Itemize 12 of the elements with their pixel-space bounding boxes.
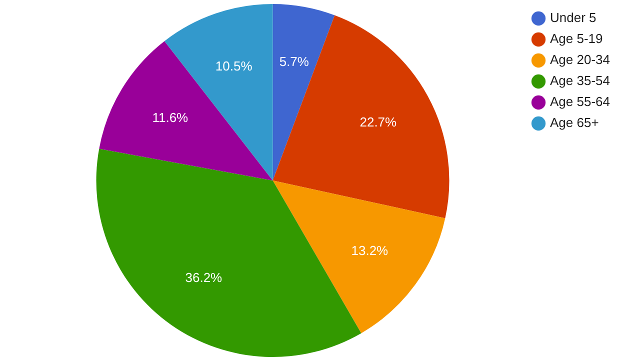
data-label: 11.6% bbox=[152, 110, 189, 125]
data-label: 36.2% bbox=[185, 270, 223, 286]
legend-label: Age 55-64 bbox=[550, 94, 610, 110]
legend-label: Age 65+ bbox=[550, 115, 599, 130]
legend-label: Age 5-19 bbox=[550, 31, 603, 46]
legend-label: Age 20-34 bbox=[550, 52, 610, 68]
data-label: 5.7% bbox=[279, 54, 310, 69]
legend-label: Under 5 bbox=[550, 10, 596, 26]
legend-label: Age 35-54 bbox=[550, 73, 610, 88]
data-label: 10.5% bbox=[215, 58, 253, 74]
data-label: 13.2% bbox=[351, 242, 389, 258]
data-label: 22.7% bbox=[360, 114, 398, 130]
